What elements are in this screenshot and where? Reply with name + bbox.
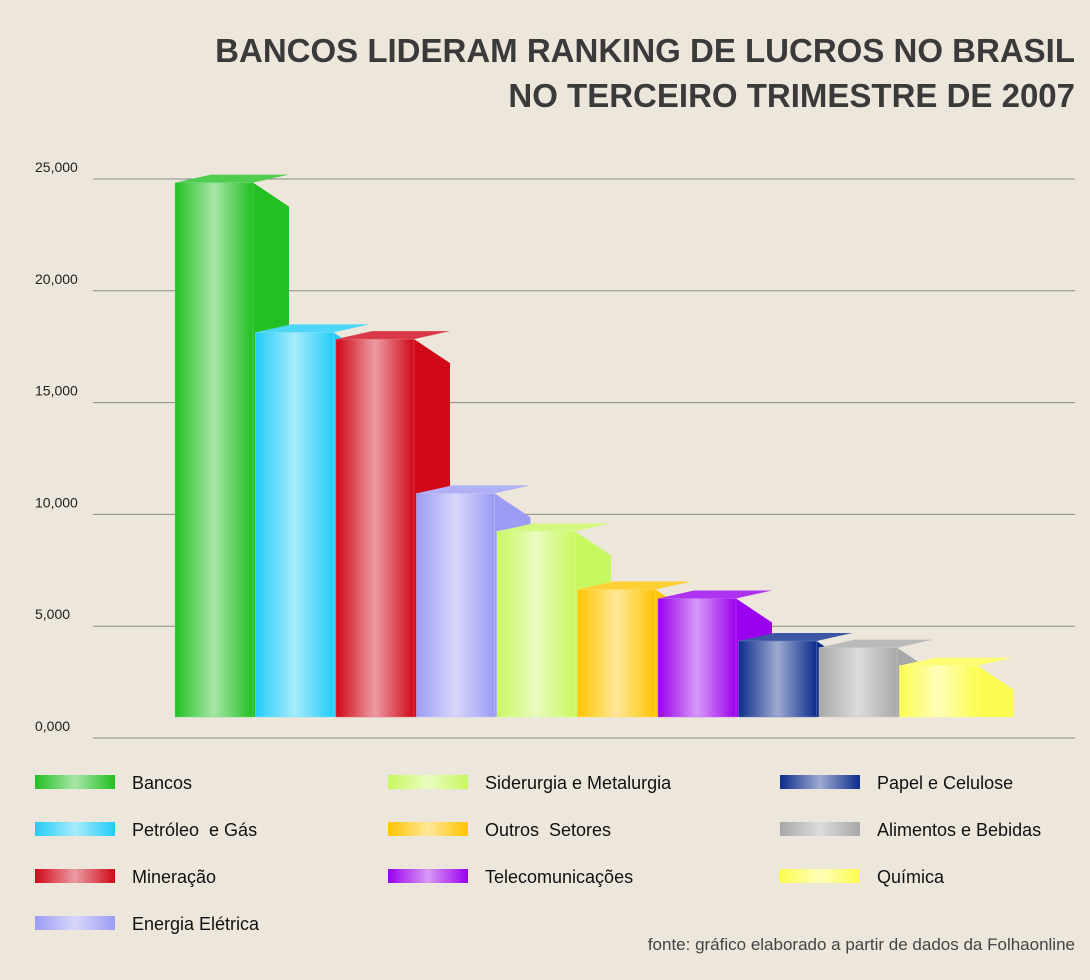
legend-label: Petróleo e Gás [132, 820, 257, 840]
chart-title: BANCOS LIDERAM RANKING DE LUCROS NO BRAS… [215, 32, 1075, 69]
bar-top [577, 581, 692, 590]
bar [657, 598, 737, 718]
legend-swatch [780, 822, 860, 836]
legend-label: Mineração [132, 867, 216, 887]
bar [416, 493, 495, 718]
legend-swatch [780, 869, 860, 883]
bar-top [899, 657, 1014, 666]
bar-side [977, 665, 1014, 717]
legend-label: Química [877, 867, 945, 887]
bar [496, 531, 576, 718]
bar [255, 332, 334, 718]
legend-label: Papel e Celulose [877, 773, 1013, 793]
legend-swatch [388, 822, 468, 836]
bar-top [336, 331, 450, 340]
legend-label: Outros Setores [485, 820, 611, 840]
legend-label: Alimentos e Bebidas [877, 820, 1041, 840]
y-tick-label: 5,000 [35, 606, 70, 622]
bar-top [738, 632, 853, 641]
bar-top [497, 523, 611, 532]
bar-top [819, 639, 933, 648]
bar [577, 589, 656, 718]
legend-label: Energia Elétrica [132, 914, 260, 934]
legend-swatch [35, 822, 115, 836]
bar [899, 665, 978, 718]
legend-swatch [35, 916, 115, 930]
bar [174, 182, 254, 718]
source-note: fonte: gráfico elaborado a partir de dad… [648, 935, 1075, 954]
y-tick-label: 20,000 [35, 271, 78, 287]
legend-label: Siderurgia e Metalurgia [485, 773, 672, 793]
legend-swatch [388, 775, 468, 789]
bar [818, 647, 898, 718]
bar-top [658, 590, 772, 599]
bar-top [416, 485, 531, 494]
legend-swatch [35, 869, 115, 883]
bar [738, 640, 817, 718]
legend-swatch [388, 869, 468, 883]
legend-label: Telecomunicações [485, 867, 633, 887]
y-tick-label: 15,000 [35, 383, 78, 399]
bar [335, 338, 415, 718]
legend-label: Bancos [132, 773, 192, 793]
y-tick-label: 10,000 [35, 494, 78, 510]
chart-title: NO TERCEIRO TRIMESTRE DE 2007 [508, 77, 1075, 114]
legend-swatch [35, 775, 115, 789]
bar-top [175, 174, 289, 183]
y-tick-label: 0,000 [35, 718, 70, 734]
y-tick-label: 25,000 [35, 159, 78, 175]
bar-top [255, 324, 370, 333]
legend-swatch [780, 775, 860, 789]
